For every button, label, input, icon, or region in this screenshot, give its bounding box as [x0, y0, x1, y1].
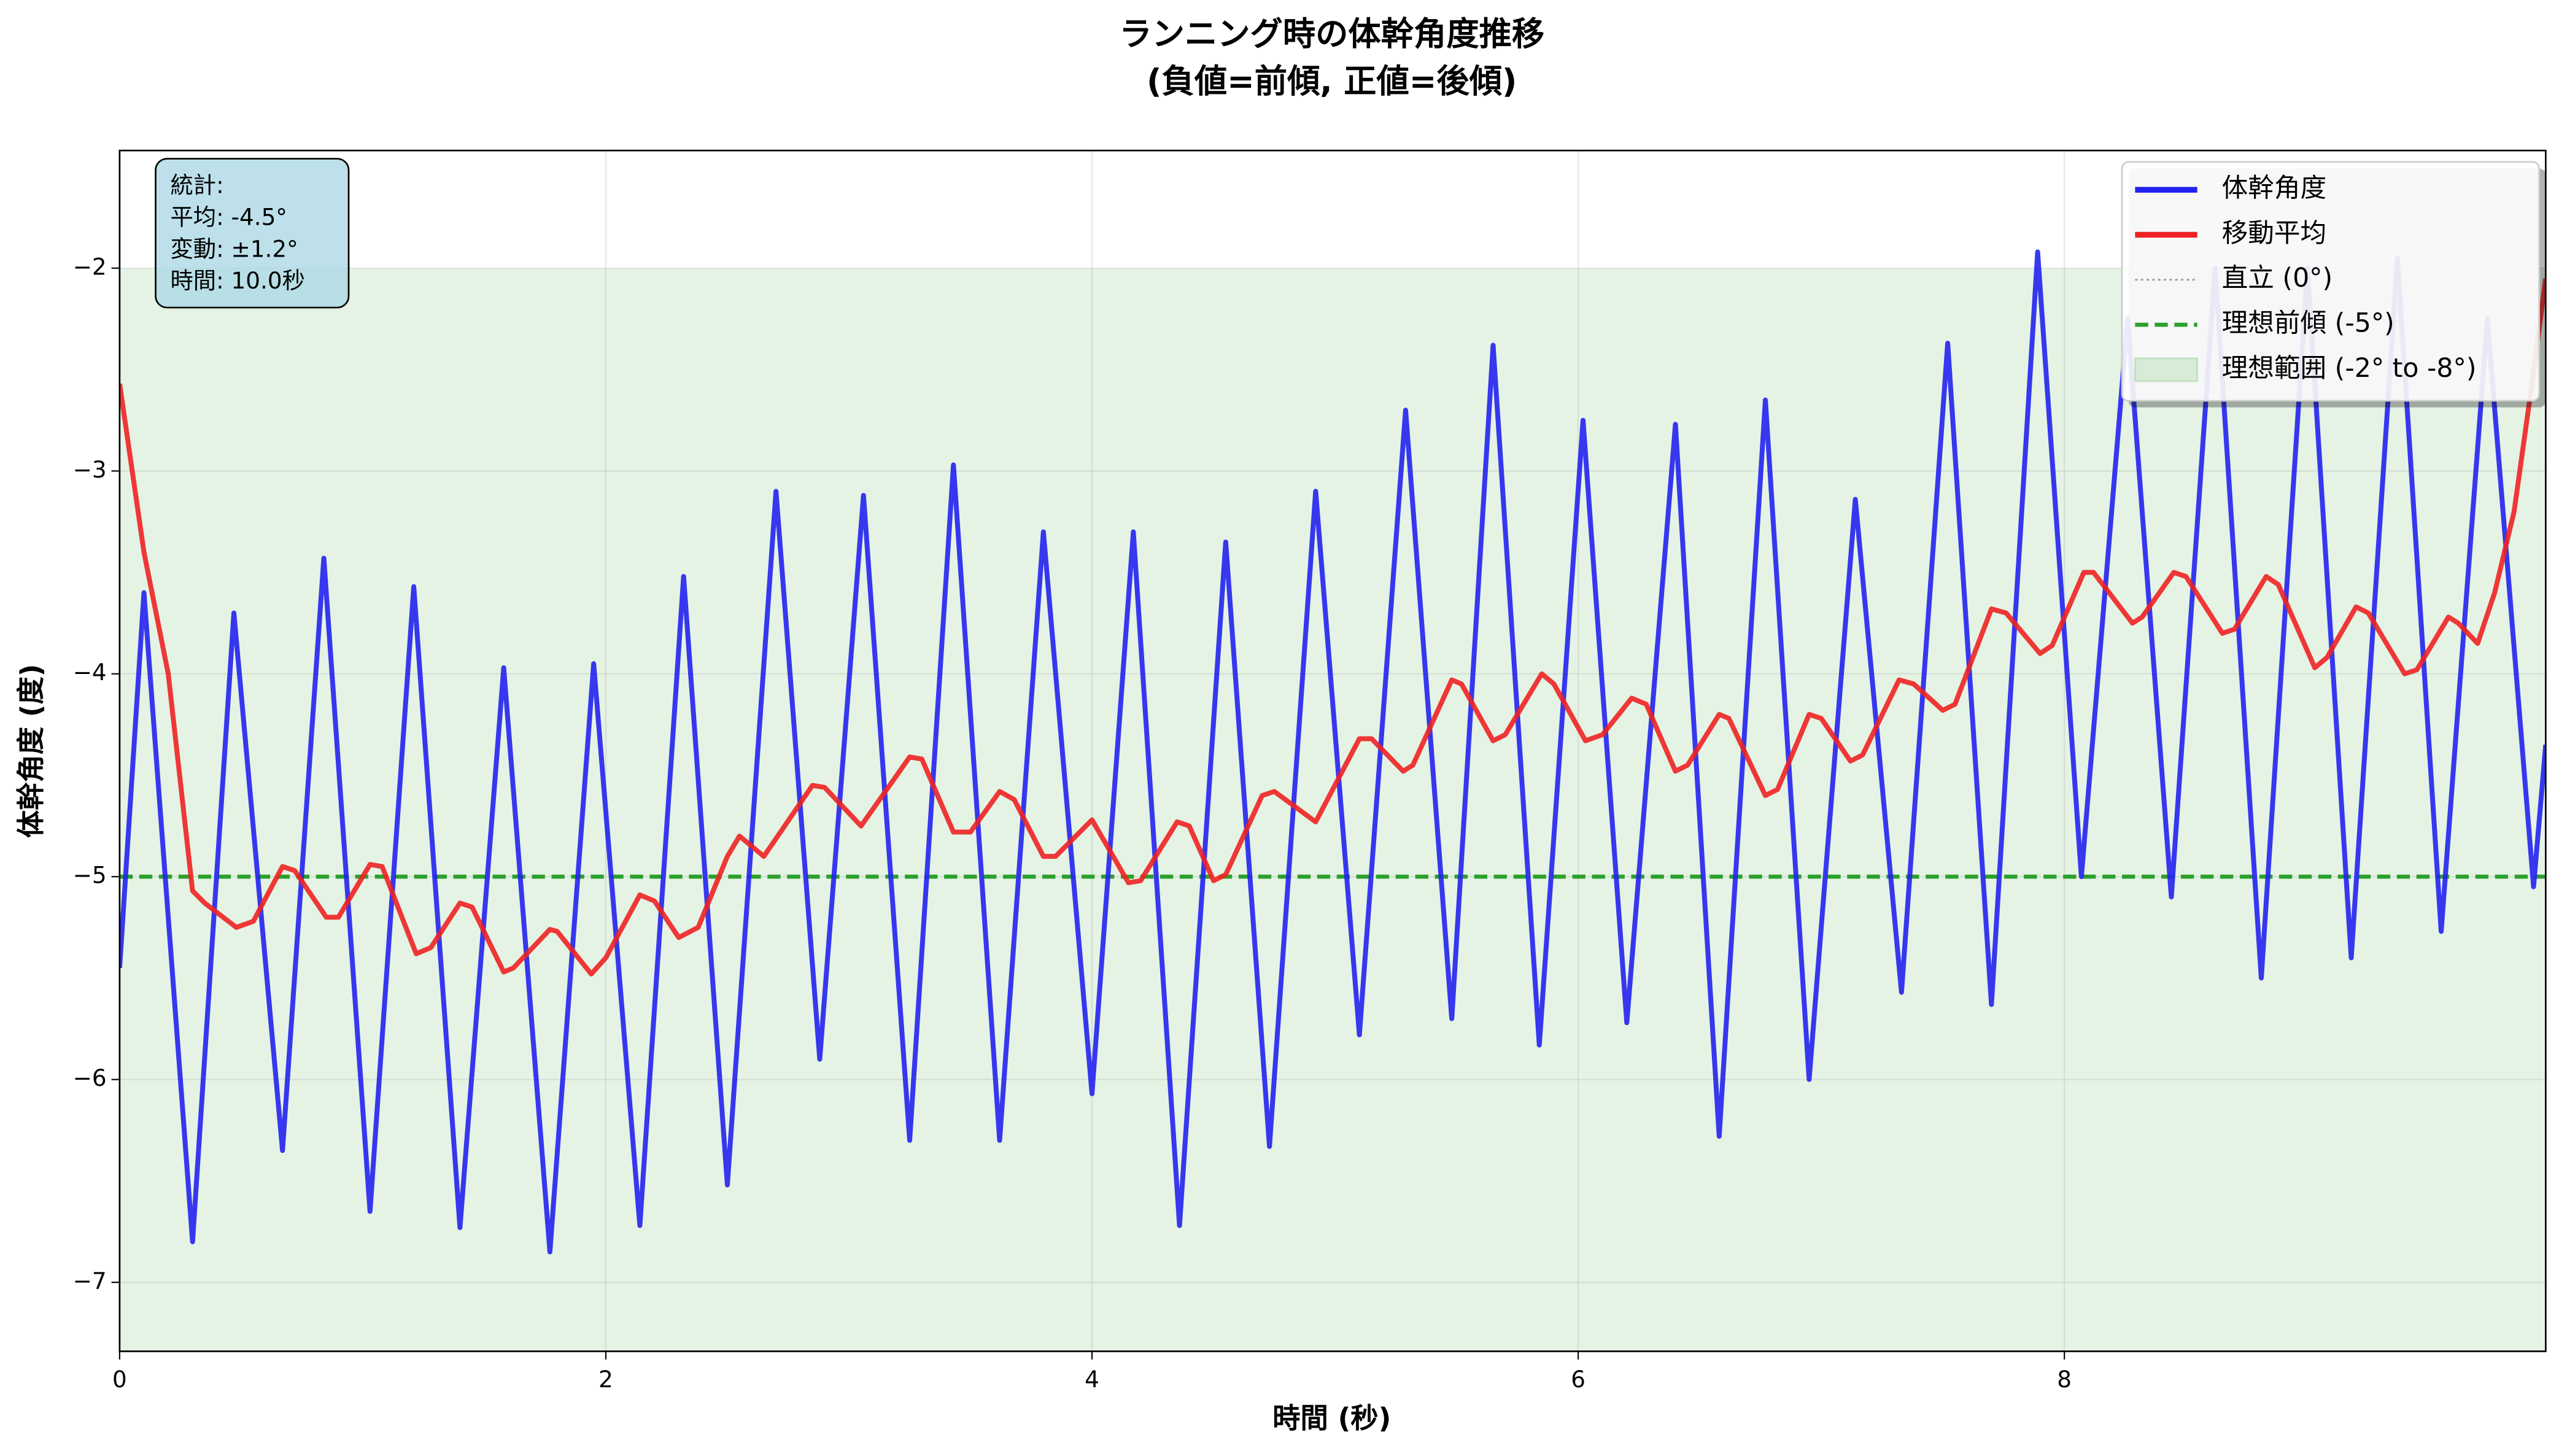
overlay: 0 2 4 6 8 −7 −6 −5 −4 −3 −2 統計: 平均: -4.5° 変動: ±1.2° 時間… — [73, 149, 2547, 1393]
legend-label: 直立 (0°) — [2222, 263, 2333, 293]
chart-title: ランニング時の体幹角度推移 — [1119, 15, 1544, 53]
x-tick-label: 6 — [1571, 1366, 1585, 1393]
plot-frame — [118, 149, 2547, 1352]
stats-box — [155, 158, 350, 309]
x-tick-label: 0 — [112, 1366, 127, 1393]
chart-subtitle: (負値=前傾, 正値=後傾) — [1147, 63, 1517, 101]
series-line — [119, 277, 2546, 977]
y-tick-label: −2 — [73, 253, 107, 280]
stats-text: 平均: -4.5° — [171, 203, 287, 230]
y-tick-label: −7 — [73, 1268, 107, 1295]
plot-area — [119, 150, 2546, 1352]
x-tick-label: 4 — [1085, 1366, 1099, 1393]
y-tick-label: −3 — [73, 456, 107, 483]
stats-text: 時間: 10.0秒 — [171, 267, 305, 294]
y-tick-label: −5 — [73, 862, 107, 889]
legend — [2121, 161, 2541, 402]
y-tick-label: −4 — [73, 659, 107, 686]
ideal-range — [119, 268, 2546, 1352]
stats-text: 変動: ±1.2° — [171, 235, 298, 262]
legend-label: 移動平均 — [2222, 218, 2327, 249]
series-line — [119, 249, 2546, 1255]
legend-label: 理想前傾 (-5°) — [2222, 308, 2394, 339]
legend-label: 体幹角度 — [2222, 173, 2327, 204]
x-tick-label: 2 — [598, 1366, 613, 1393]
legend-swatch — [2134, 357, 2198, 382]
x-tick-label: 8 — [2057, 1366, 2072, 1393]
x-axis-label: 時間 (秒) — [1272, 1402, 1391, 1435]
y-axis-label: 体幹角度 (度) — [15, 664, 47, 838]
stats-text: 統計: — [171, 171, 224, 198]
y-tick-label: −6 — [73, 1064, 107, 1091]
legend-label: 理想範囲 (-2° to -8°) — [2222, 353, 2477, 384]
